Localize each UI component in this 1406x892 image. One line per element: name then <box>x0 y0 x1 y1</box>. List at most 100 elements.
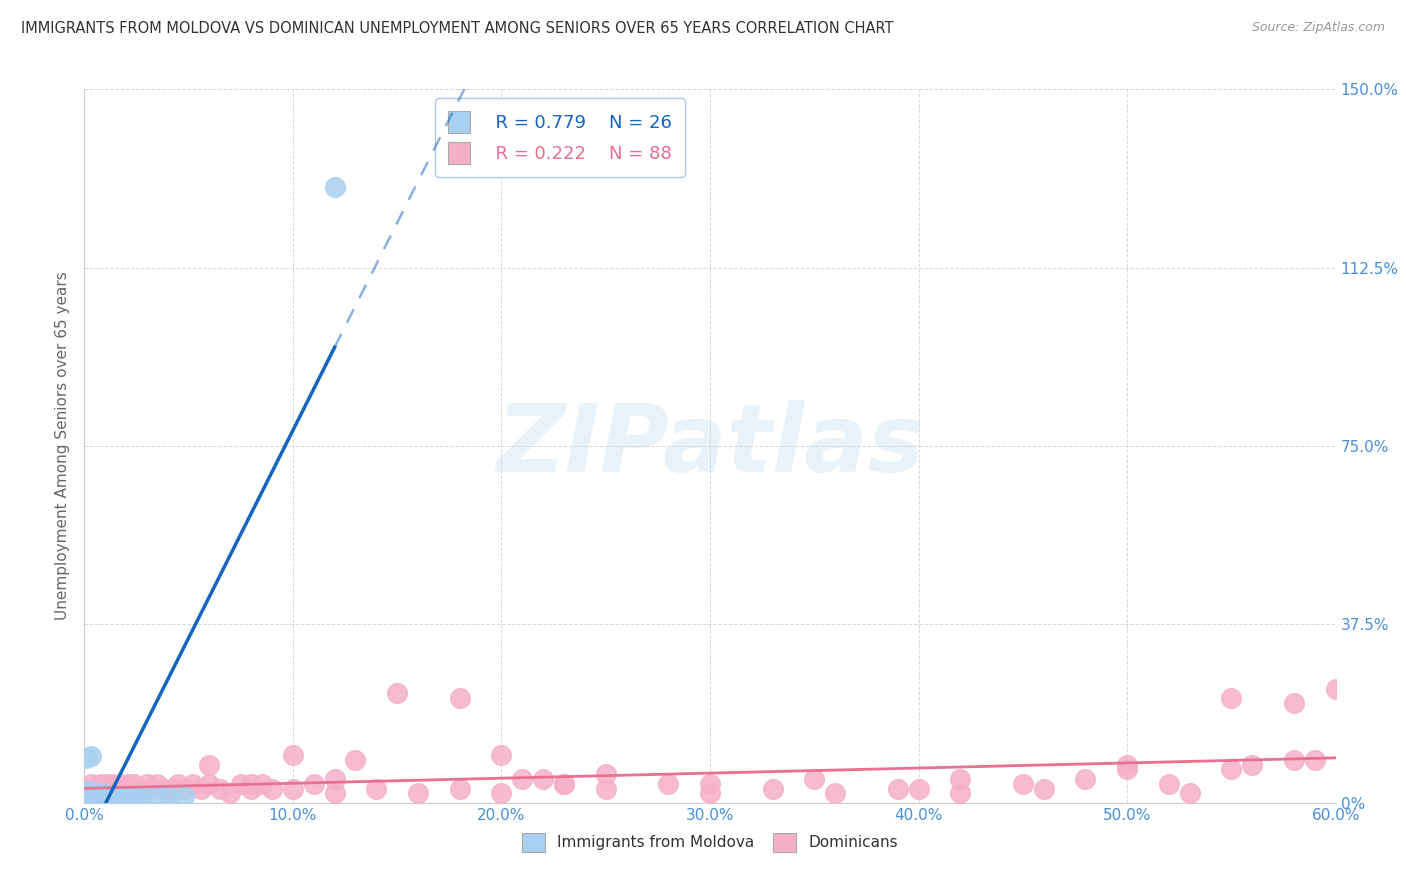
Point <box>132 786 155 800</box>
Point <box>111 781 134 796</box>
Point <box>75 786 97 800</box>
Point <box>385 686 409 700</box>
Point <box>208 781 231 796</box>
Point <box>100 777 122 791</box>
Point <box>156 789 179 803</box>
Point <box>77 781 100 796</box>
Point <box>406 786 429 800</box>
Point <box>96 777 118 791</box>
Text: ZIPatlas: ZIPatlas <box>496 400 924 492</box>
Point <box>1220 691 1243 706</box>
Point <box>595 781 617 796</box>
Point <box>79 789 101 803</box>
Point <box>1116 757 1139 772</box>
Point <box>111 789 134 803</box>
Point <box>512 772 534 786</box>
Point <box>79 777 101 791</box>
Point <box>595 767 617 781</box>
Point <box>250 777 273 791</box>
Point <box>100 789 122 803</box>
Text: Source: ZipAtlas.com: Source: ZipAtlas.com <box>1251 21 1385 34</box>
Point <box>79 749 101 764</box>
Point <box>90 789 112 803</box>
Y-axis label: Unemployment Among Seniors over 65 years: Unemployment Among Seniors over 65 years <box>55 272 70 620</box>
Point <box>94 789 117 803</box>
Point <box>83 781 105 796</box>
Point <box>240 777 263 791</box>
Point <box>156 786 179 800</box>
Point <box>1074 772 1097 786</box>
Point <box>173 789 195 803</box>
Point <box>75 786 97 800</box>
Point <box>152 781 174 796</box>
Point <box>98 789 121 803</box>
Legend: Immigrants from Moldova, Dominicans: Immigrants from Moldova, Dominicans <box>515 825 905 859</box>
Text: IMMIGRANTS FROM MOLDOVA VS DOMINICAN UNEMPLOYMENT AMONG SENIORS OVER 65 YEARS CO: IMMIGRANTS FROM MOLDOVA VS DOMINICAN UNE… <box>21 21 894 36</box>
Point <box>491 786 513 800</box>
Point <box>1012 777 1035 791</box>
Point <box>87 789 110 803</box>
Point <box>907 781 929 796</box>
Point <box>146 777 169 791</box>
Point <box>104 781 127 796</box>
Point <box>1116 763 1139 777</box>
Point <box>302 777 325 791</box>
Point <box>98 781 121 796</box>
Point <box>128 781 150 796</box>
Point <box>1157 777 1180 791</box>
Point <box>824 786 846 800</box>
Point <box>82 786 104 800</box>
Point <box>1282 696 1305 710</box>
Point <box>120 781 142 796</box>
Point <box>83 789 105 803</box>
Point <box>146 789 169 803</box>
Point <box>91 786 114 800</box>
Point <box>1282 753 1305 767</box>
Point <box>262 781 284 796</box>
Point <box>323 179 346 194</box>
Point <box>90 777 112 791</box>
Point <box>949 786 972 800</box>
Point <box>1324 681 1347 696</box>
Point <box>949 772 972 786</box>
Point <box>553 777 575 791</box>
Point <box>449 781 471 796</box>
Point <box>240 781 263 796</box>
Point <box>1241 757 1264 772</box>
Point <box>1032 781 1054 796</box>
Point <box>86 786 108 800</box>
Point <box>181 777 204 791</box>
Point <box>366 781 388 796</box>
Point <box>86 786 108 800</box>
Point <box>125 789 148 803</box>
Point <box>107 786 129 800</box>
Point <box>96 789 118 803</box>
Point <box>449 691 471 706</box>
Point <box>531 772 554 786</box>
Point <box>107 789 129 803</box>
Point <box>117 777 139 791</box>
Point <box>344 753 367 767</box>
Point <box>229 777 252 791</box>
Point <box>699 786 721 800</box>
Point <box>553 777 575 791</box>
Point <box>115 781 138 796</box>
Point <box>91 786 114 800</box>
Point <box>323 772 346 786</box>
Point <box>124 777 146 791</box>
Point <box>281 781 304 796</box>
Point <box>94 781 117 796</box>
Point <box>136 777 159 791</box>
Point <box>103 786 125 800</box>
Point <box>657 777 679 791</box>
Point <box>87 781 110 796</box>
Point <box>108 777 131 791</box>
Point <box>1178 786 1201 800</box>
Point <box>1303 753 1326 767</box>
Point <box>82 786 104 800</box>
Point <box>160 781 183 796</box>
Point <box>77 784 100 798</box>
Point <box>112 786 135 800</box>
Point <box>120 789 142 803</box>
Point <box>198 777 221 791</box>
